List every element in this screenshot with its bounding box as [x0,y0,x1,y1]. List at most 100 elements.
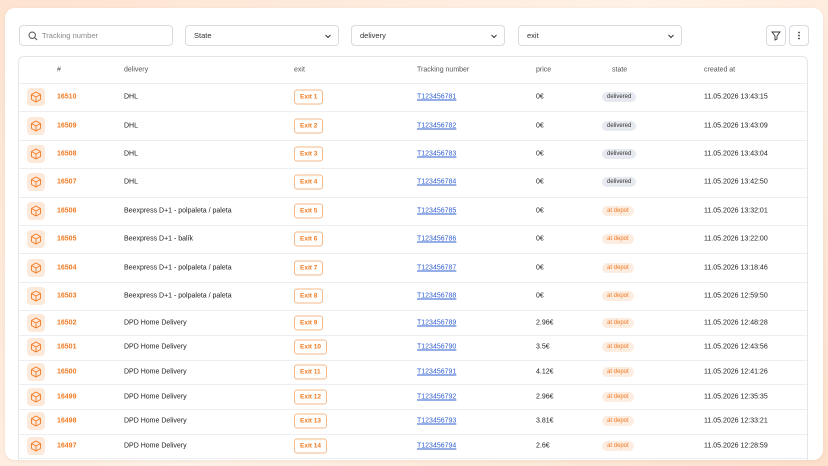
box-icon [31,366,41,378]
exit: Exit 9 [294,315,324,331]
exit: Exit 5 [294,203,324,219]
tracking-number[interactable]: T123456785 [417,207,457,215]
order-id: 16508 [57,150,77,158]
row-divider [19,458,807,460]
tracking-number[interactable]: T123456786 [417,235,457,243]
column-header: price [536,66,552,74]
box-icon [31,233,41,245]
order-id: 16502 [57,319,77,327]
delivery: DPD Home Delivery [124,368,187,376]
package-icon [27,338,45,357]
order-id: 16509 [57,122,77,130]
package-icon [27,88,45,107]
box-icon [31,148,41,160]
box-icon [31,205,41,217]
column-header: created at [704,66,736,74]
tracking-number[interactable]: T123456783 [417,150,457,158]
created-at: 11.05.2026 13:32:01 [704,207,768,215]
tracking-number[interactable]: T123456784 [417,178,457,186]
card: Tracking number State delivery exit # del… [5,8,823,460]
package-icon [27,437,45,456]
chevron [325,34,331,39]
exit-select[interactable]: exit [518,25,682,46]
column-header: Tracking number [417,66,470,74]
row-divider [19,409,807,410]
created-at: 11.05.2026 12:59:50 [704,292,768,300]
order-id: 16501 [57,343,77,351]
exit: Exit 14 [294,438,327,454]
tracking-number[interactable]: T123456789 [417,319,457,327]
price: 2.96€ [536,319,554,327]
package-icon [27,287,45,305]
menu-button[interactable] [789,25,809,46]
package-icon [27,313,45,332]
box-icon [31,91,41,103]
state: at depot [602,416,634,427]
box-icon [31,341,41,353]
delivery: Beexpress D+1 - balík [124,235,194,243]
select-label: delivery [360,31,386,40]
tracking-number[interactable]: T123456781 [417,93,457,101]
price: 3.81€ [536,417,554,425]
state: at depot [602,391,634,402]
row-divider [19,168,807,170]
order-id: 16505 [57,235,77,243]
created-at: 11.05.2026 13:22:00 [704,235,768,243]
column-header: state [612,66,628,74]
box-icon [31,317,41,328]
chevron [668,34,674,39]
filter-button[interactable] [766,25,786,46]
tracking-number[interactable]: T123456790 [417,343,457,351]
row-divider [19,310,807,312]
price: 0€ [536,235,544,243]
created-at: 11.05.2026 13:43:04 [704,150,768,158]
delivery: Beexpress D+1 - polpaleta / paleta [124,207,232,215]
search-input[interactable]: Tracking number [19,25,173,46]
state: at depot [602,366,634,377]
created-at: 11.05.2026 12:28:59 [704,442,768,450]
order-id: 16498 [57,417,77,425]
row-divider [19,139,807,141]
tracking-number[interactable]: T123456787 [417,264,457,272]
order-id: 16500 [57,368,77,376]
orders-table: # delivery exit Tracking number price state cr… [18,56,808,460]
delivery: DPD Home Delivery [124,319,187,327]
filter-icon [771,31,781,41]
delivery: DHL [124,150,139,158]
delivery-select[interactable]: delivery [351,25,505,46]
tracking-number[interactable]: T123456791 [417,368,457,376]
column-header: # [57,66,61,74]
price: 0€ [536,93,544,101]
exit: Exit 1 [294,89,324,105]
row-divider [19,253,807,255]
exit: Exit 11 [294,364,327,380]
delivery: DPD Home Delivery [124,442,187,450]
exit: Exit 13 [294,413,327,429]
box-icon [31,391,41,403]
state: at depot [602,291,634,301]
price: 0€ [536,122,544,130]
row-divider [19,334,807,336]
package-icon [27,116,45,135]
created-at: 11.05.2026 12:48:28 [704,319,768,327]
created-at: 11.05.2026 12:33:21 [704,417,768,425]
box-icon [31,176,41,188]
box-icon [31,415,41,427]
tracking-number[interactable]: T123456788 [417,292,457,300]
state-select[interactable]: State [185,25,339,46]
delivery: DPD Home Delivery [124,343,187,351]
tracking-number[interactable]: T123456794 [417,442,457,450]
package-icon [27,145,45,163]
tracking-number[interactable]: T123456782 [417,122,457,130]
state: at depot [602,234,634,245]
exit: Exit 2 [294,118,324,134]
search-placeholder: Tracking number [42,31,98,40]
price: 0€ [536,292,544,300]
price: 2.96€ [536,393,554,401]
tracking-number[interactable]: T123456792 [417,393,457,401]
row-divider [19,433,807,435]
tracking-number[interactable]: T123456793 [417,417,457,425]
delivery: Beexpress D+1 - polpaleta / paleta [124,292,232,300]
order-id: 16507 [57,178,77,186]
state: at depot [602,262,634,273]
